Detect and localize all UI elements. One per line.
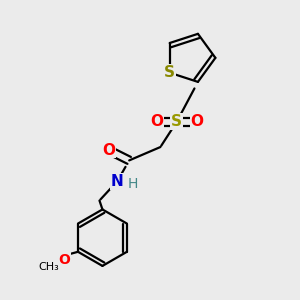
Text: O: O bbox=[102, 142, 115, 158]
Text: S: S bbox=[171, 114, 182, 129]
Text: O: O bbox=[190, 114, 203, 129]
Text: S: S bbox=[164, 65, 175, 80]
Text: CH₃: CH₃ bbox=[39, 262, 59, 272]
Text: O: O bbox=[58, 253, 70, 267]
Text: N: N bbox=[111, 174, 124, 189]
Text: O: O bbox=[150, 114, 163, 129]
Text: H: H bbox=[128, 177, 138, 190]
